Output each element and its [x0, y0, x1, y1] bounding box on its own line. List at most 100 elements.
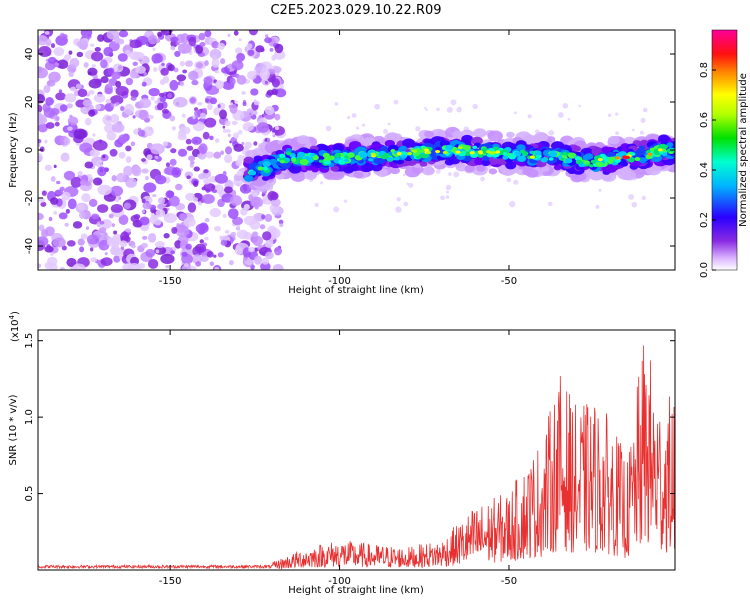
- noise-blob: [123, 202, 131, 210]
- ridge-blob: [347, 152, 355, 158]
- hot-blob: [657, 148, 663, 152]
- ridge-blob: [402, 138, 416, 148]
- ridge-blob: [269, 158, 278, 165]
- noise-blob: [69, 58, 80, 68]
- ridge-blob: [445, 144, 454, 151]
- ridge-blob: [601, 172, 612, 181]
- noise-blob: [88, 198, 98, 207]
- noise-blob: [205, 98, 210, 103]
- noise-blob: [95, 103, 102, 110]
- ridge-blob: [630, 152, 636, 156]
- ridge-blob: [359, 151, 368, 158]
- noise-blob: [123, 165, 133, 177]
- noise-blob: [97, 234, 102, 238]
- noise-blob: [161, 62, 165, 67]
- noise-blob: [177, 42, 192, 54]
- noise-blob: [153, 67, 158, 72]
- noise-blob: [248, 30, 259, 36]
- noise-blob: [228, 259, 234, 266]
- ridge-blob: [572, 145, 581, 152]
- noise-blob: [65, 208, 71, 214]
- noise-blob: [165, 162, 171, 168]
- noise-blob: [146, 43, 149, 47]
- noise-blob: [241, 141, 245, 145]
- noise-blob: [120, 105, 125, 112]
- noise-blob: [116, 172, 127, 183]
- faint-blob: [557, 112, 564, 118]
- faint-blob: [453, 171, 460, 178]
- noise-blob: [145, 248, 156, 258]
- noise-blob: [118, 214, 129, 226]
- noise-blob: [205, 151, 214, 159]
- noise-blob: [158, 92, 165, 98]
- noise-blob: [91, 213, 100, 220]
- noise-blob: [201, 186, 206, 191]
- ridge-blob: [344, 158, 349, 163]
- hot-blob: [370, 152, 376, 156]
- noise-blob: [250, 112, 254, 116]
- ridge-blob: [540, 157, 548, 163]
- noise-blob: [115, 197, 120, 203]
- noise-blob: [111, 122, 125, 133]
- spectrogram-blobs: [38, 30, 675, 270]
- noise-blob: [250, 196, 263, 208]
- noise-blob: [202, 131, 210, 140]
- noise-blob: [197, 101, 203, 106]
- noise-blob: [118, 30, 129, 38]
- noise-blob: [204, 236, 209, 241]
- noise-blob: [187, 202, 197, 213]
- noise-blob: [55, 189, 64, 196]
- noise-blob: [143, 71, 147, 76]
- noise-blob: [52, 237, 66, 248]
- noise-blob: [60, 33, 68, 39]
- noise-blob: [270, 198, 281, 207]
- noise-blob: [185, 243, 192, 250]
- noise-blob: [219, 109, 228, 120]
- faint-blob: [408, 182, 414, 188]
- noise-blob: [170, 148, 177, 154]
- noise-blob: [115, 86, 129, 97]
- noise-blob: [173, 97, 188, 108]
- noise-blob: [190, 160, 195, 165]
- noise-blob: [188, 36, 197, 47]
- noise-blob: [125, 156, 132, 164]
- noise-blob: [84, 117, 92, 126]
- colorbar-tick-label: 0.4: [699, 162, 710, 178]
- faint-blob: [513, 179, 519, 185]
- noise-blob: [214, 173, 228, 184]
- noise-blob: [79, 142, 93, 153]
- faint-blob: [567, 117, 571, 121]
- noise-blob: [147, 258, 159, 269]
- noise-blob: [266, 137, 271, 141]
- faint-blob: [374, 103, 381, 110]
- noise-blob: [64, 93, 77, 103]
- hot-blob: [469, 151, 475, 155]
- ridge-blob: [567, 152, 577, 159]
- noise-blob: [44, 139, 48, 144]
- noise-blob: [38, 104, 43, 113]
- noise-blob: [204, 30, 212, 38]
- noise-blob: [91, 51, 104, 62]
- snr-scale-exp: 4: [8, 314, 16, 319]
- noise-blob: [92, 139, 108, 151]
- noise-blob: [274, 88, 287, 98]
- faint-blob: [446, 190, 450, 194]
- noise-blob: [278, 219, 284, 225]
- noise-blob: [103, 219, 113, 229]
- noise-blob: [239, 183, 252, 194]
- noise-blob: [251, 231, 259, 237]
- hot-blob: [495, 150, 501, 154]
- noise-blob: [188, 155, 196, 162]
- noise-blob: [141, 198, 146, 204]
- noise-blob: [77, 171, 83, 176]
- noise-blob: [195, 62, 204, 69]
- noise-blob: [253, 141, 258, 146]
- faint-blob: [237, 154, 244, 162]
- faint-blob: [435, 169, 441, 174]
- noise-blob: [213, 151, 222, 159]
- hot-blob: [396, 152, 402, 156]
- noise-blob: [173, 67, 179, 73]
- noise-blob: [180, 33, 190, 44]
- noise-blob: [264, 105, 275, 116]
- faint-blob: [361, 123, 366, 127]
